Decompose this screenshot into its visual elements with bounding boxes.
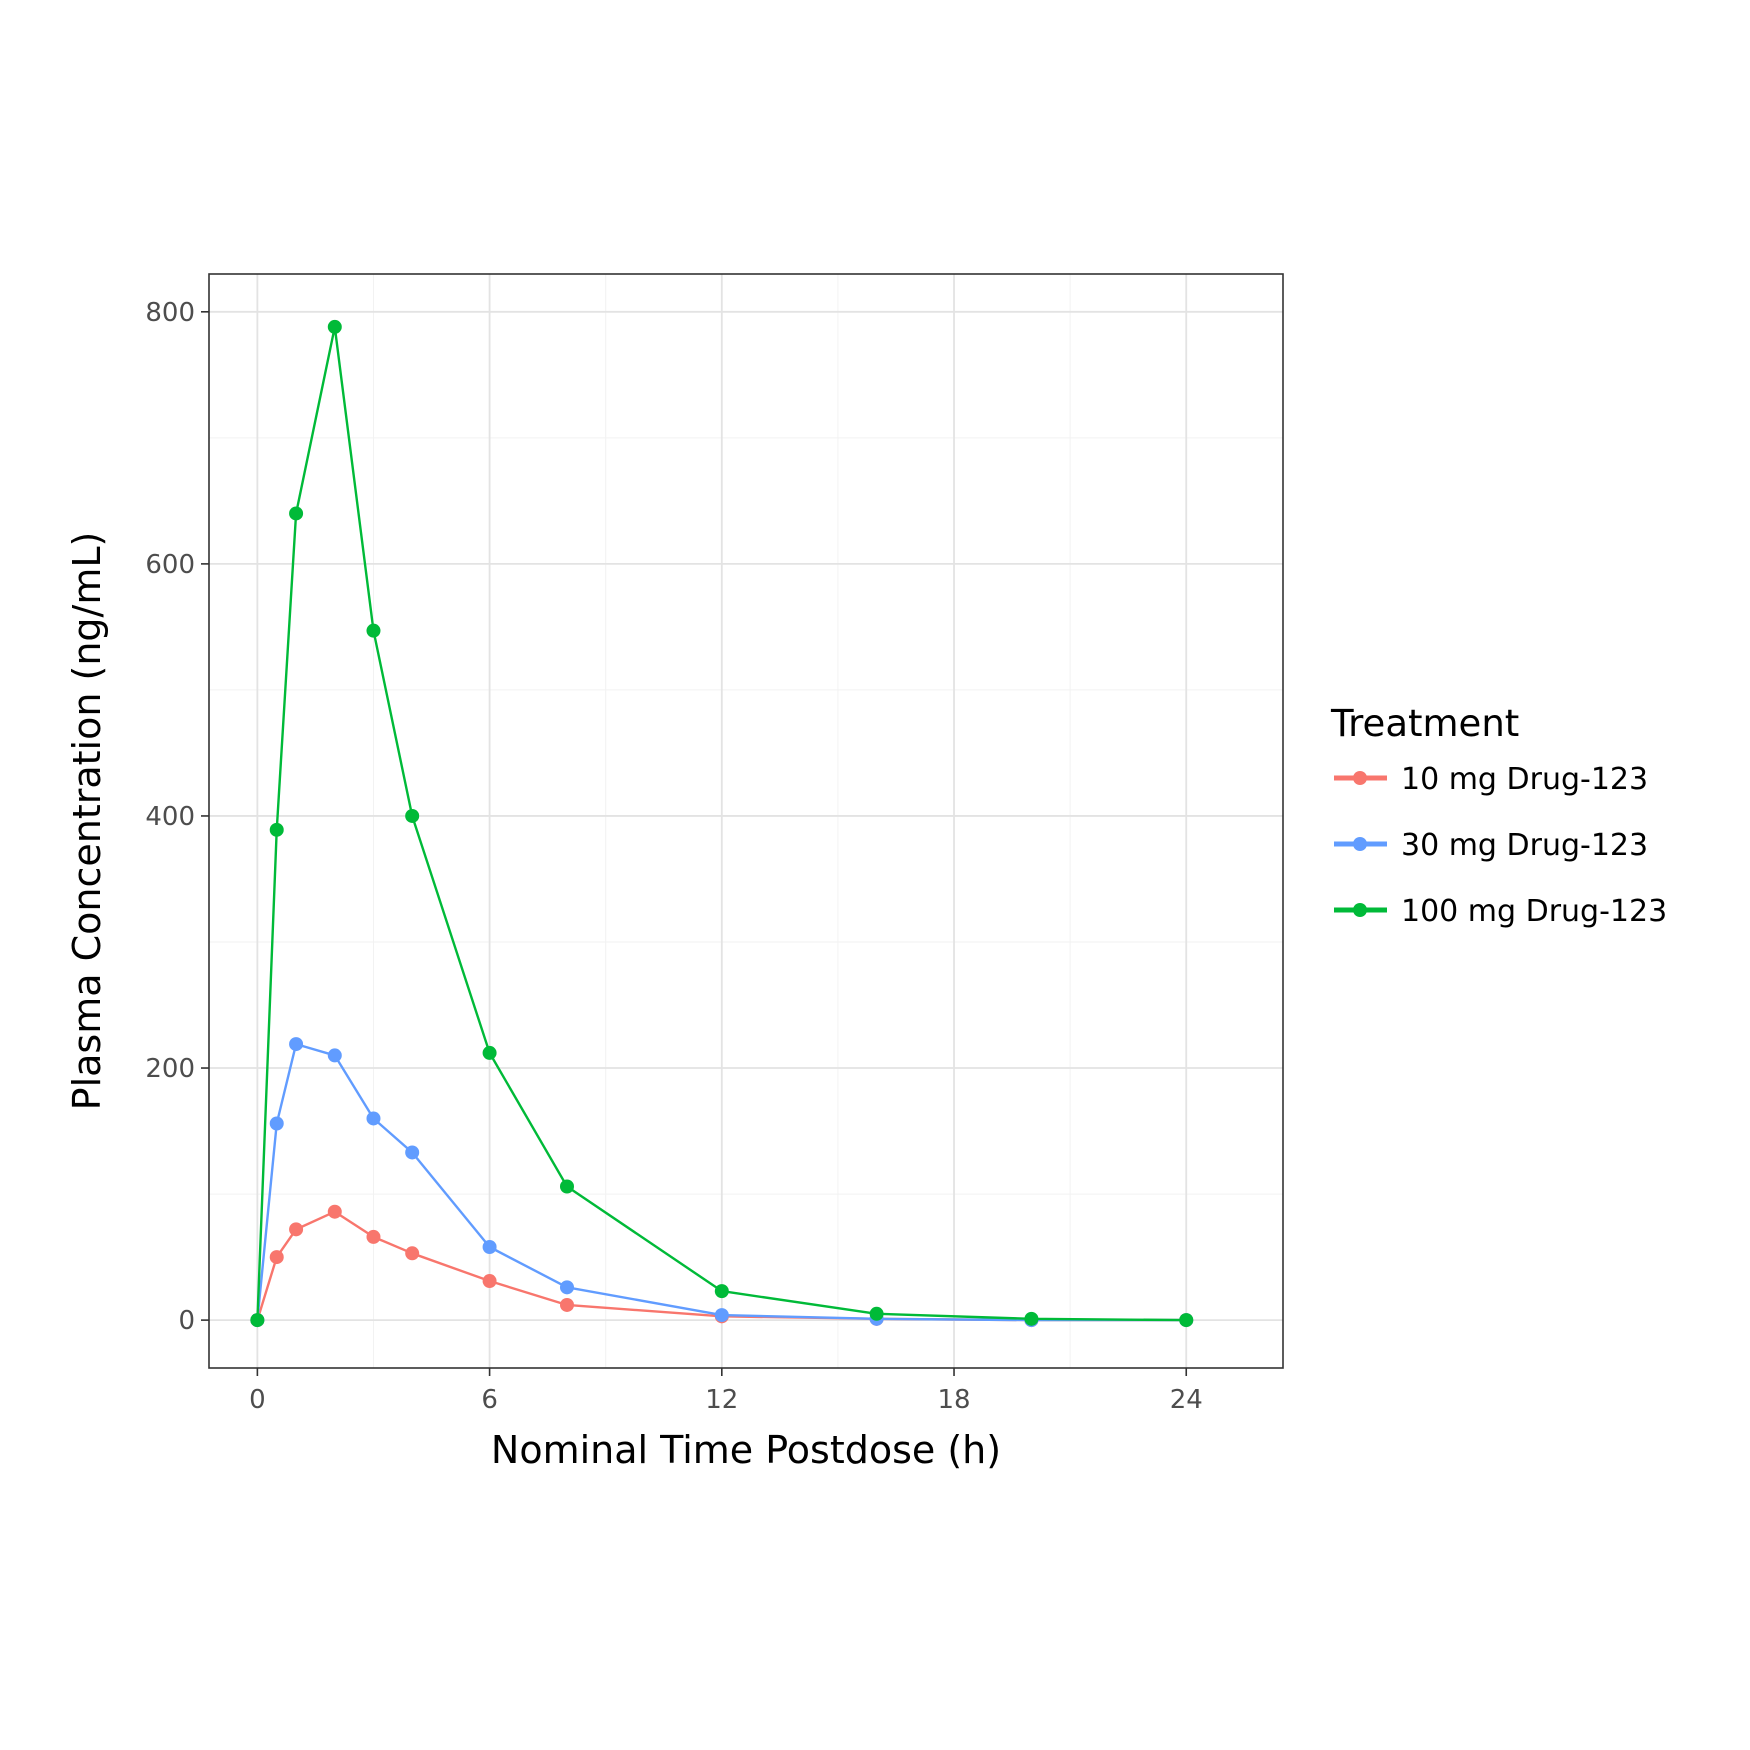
data-point (250, 1313, 265, 1328)
data-point (1179, 1313, 1194, 1328)
axis-layer: 0 6 12 18 24 0 200 400 600 800 (145, 298, 1202, 1415)
legend-key-point (1353, 837, 1367, 851)
plot-panel-border (208, 273, 1284, 1369)
y-tick-label: 800 (145, 298, 195, 328)
data-point (482, 1240, 497, 1255)
series-group (250, 319, 1194, 1328)
data-point (405, 1145, 420, 1160)
x-tick-label: 12 (705, 1385, 738, 1415)
legend-label: 10 mg Drug-123 (1401, 762, 1648, 797)
x-tick-label: 24 (1170, 1385, 1203, 1415)
data-point (269, 822, 284, 837)
x-axis-title: Nominal Time Postdose (h) (491, 1428, 1001, 1472)
legend-key-point (1353, 903, 1367, 917)
data-point (560, 1297, 574, 1312)
y-tick-label: 200 (145, 1054, 195, 1084)
x-tick-label: 0 (249, 1385, 266, 1415)
data-point (405, 1246, 420, 1261)
data-point (560, 1280, 574, 1295)
series-layer (250, 319, 1194, 1328)
data-point (714, 1284, 729, 1299)
y-tick-label: 400 (145, 802, 195, 832)
data-point (869, 1306, 884, 1321)
data-point (289, 1037, 304, 1052)
data-point (366, 1111, 381, 1126)
legend-label: 30 mg Drug-123 (1401, 828, 1648, 863)
legend-label: 100 mg Drug-123 (1401, 894, 1667, 929)
y-tick-label: 600 (145, 550, 195, 580)
series-line (256, 1042, 1187, 1322)
data-point (269, 1116, 284, 1131)
legend: Treatment 10 mg Drug-123 30 mg Drug-123 10… (1330, 702, 1667, 929)
data-point (1024, 1311, 1039, 1326)
y-tick-label: 0 (178, 1306, 195, 1336)
legend-title: Treatment (1330, 702, 1519, 745)
data-point (327, 1048, 342, 1063)
x-tick-label: 6 (481, 1385, 498, 1415)
x-tick-label: 18 (937, 1385, 970, 1415)
data-point (366, 1229, 381, 1244)
legend-key-point (1353, 771, 1367, 785)
data-point (560, 1179, 574, 1194)
data-point (482, 1045, 497, 1060)
data-point (714, 1308, 729, 1323)
data-point (327, 1204, 342, 1219)
data-point (269, 1250, 284, 1265)
data-point (405, 808, 420, 823)
data-point (327, 319, 342, 334)
data-point (482, 1274, 497, 1289)
data-point (366, 623, 381, 638)
series-line (256, 325, 1187, 1322)
data-point (289, 1222, 304, 1237)
y-axis-title: Plasma Concentration (ng/mL) (65, 532, 109, 1111)
data-point (289, 506, 304, 521)
